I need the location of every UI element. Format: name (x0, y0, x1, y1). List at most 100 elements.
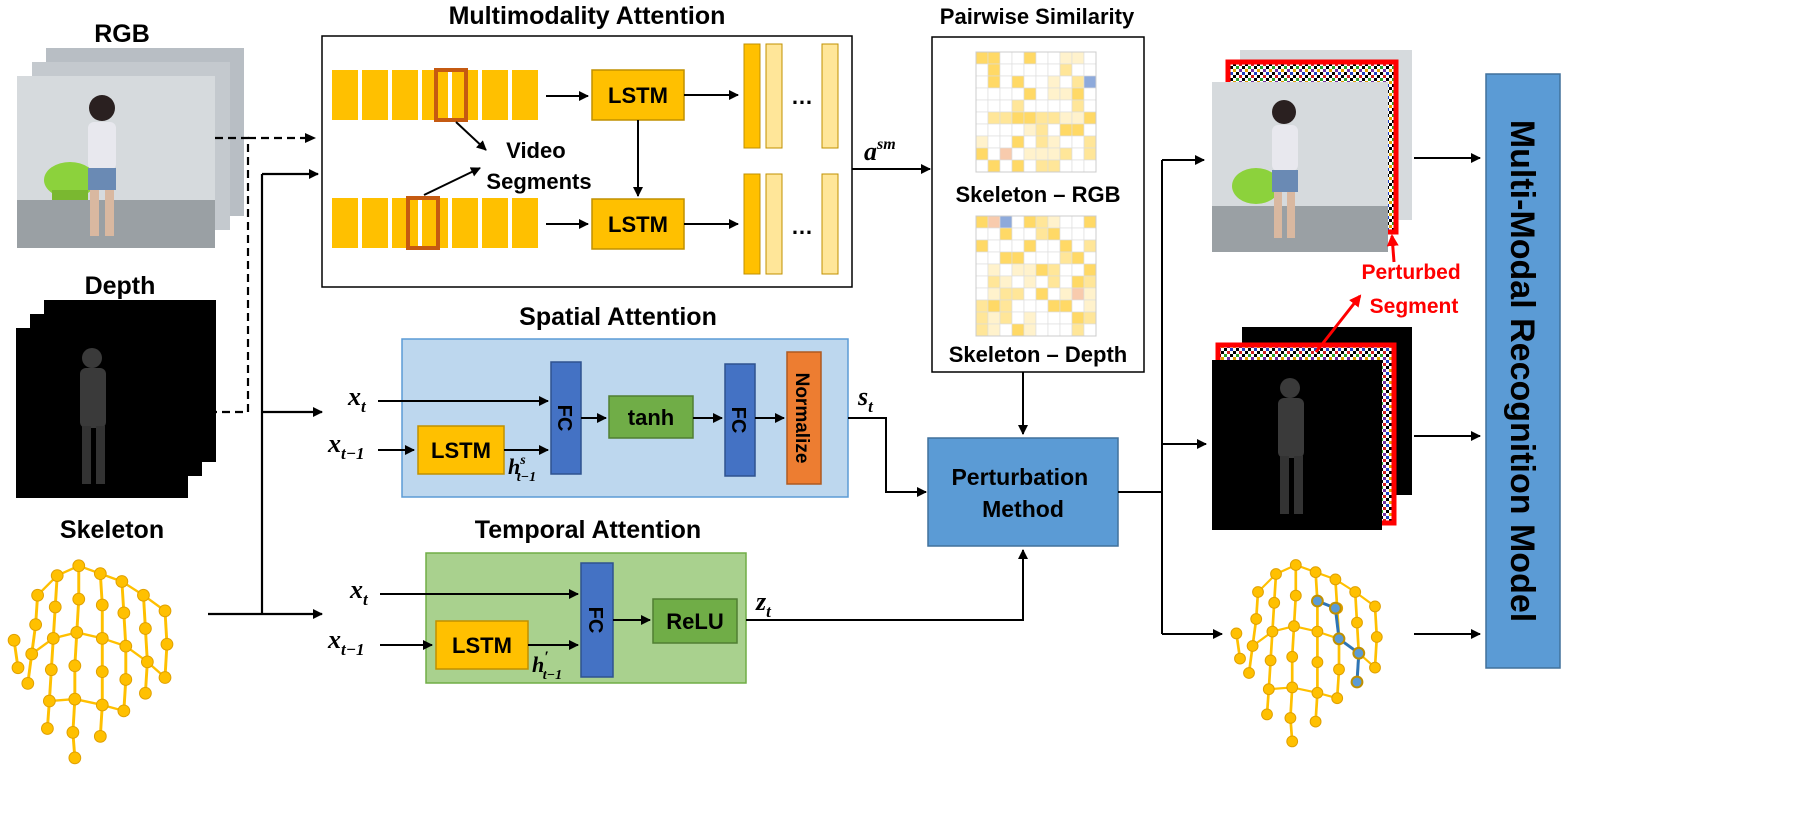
similarity-cell (1047, 63, 1061, 77)
similarity-cell (1083, 251, 1097, 265)
similarity-cell (1047, 123, 1061, 137)
similarity-cell (1059, 311, 1073, 325)
skeleton-joint (1288, 620, 1300, 633)
similarity-cell (1035, 111, 1049, 125)
similarity-cell (1083, 311, 1097, 325)
highlighted-segment-bottom (406, 196, 440, 250)
similarity-cell (1023, 159, 1037, 173)
similarity-cell (1035, 123, 1049, 137)
similarity-cell (987, 311, 1001, 325)
perturbed-rgb-frame-front (1212, 82, 1388, 252)
skeleton-rgb-label: Skeleton – RGB (955, 182, 1120, 207)
similarity-cell (1011, 215, 1025, 229)
skeleton-joint (1311, 625, 1324, 638)
similarity-cell (1083, 215, 1097, 229)
similarity-cell (1011, 147, 1025, 161)
similarity-cell (1071, 323, 1085, 337)
segment-top-7 (512, 70, 538, 120)
skeleton-joint (72, 559, 86, 573)
similarity-cell (999, 147, 1013, 161)
similarity-cell (1011, 51, 1025, 65)
similarity-cell (1035, 147, 1049, 161)
similarity-cell (987, 75, 1001, 89)
skeleton-depth-label: Skeleton – Depth (949, 342, 1127, 367)
similarity-cell (975, 123, 989, 137)
skeleton-title: Skeleton (60, 516, 164, 544)
similarity-cell (1071, 239, 1085, 253)
similarity-cell (975, 215, 989, 229)
perturbation-method-box (927, 437, 1119, 547)
similarity-cell (1023, 251, 1037, 265)
skeleton-joint (50, 569, 64, 582)
similarity-cell (1023, 299, 1037, 313)
depth-title: Depth (85, 272, 156, 300)
similarity-cell (1047, 99, 1061, 113)
similarity-cell (1059, 111, 1073, 125)
similarity-cell (1083, 323, 1097, 337)
similarity-cell (975, 99, 989, 113)
skeleton-joint (139, 622, 152, 635)
similarity-cell (1011, 323, 1025, 337)
temporal-lstm-label: LSTM (452, 633, 512, 658)
similarity-cell (987, 63, 1001, 77)
similarity-cell (1035, 63, 1049, 77)
similarity-cell (999, 263, 1013, 277)
segment-bottom-5 (452, 198, 478, 248)
skeleton-joint (1270, 568, 1282, 580)
perturbed-joint (1352, 646, 1366, 660)
similarity-cell (1011, 263, 1025, 277)
perturbed-joint (1350, 675, 1364, 689)
similarity-cell (987, 287, 1001, 301)
similarity-cell (1023, 215, 1037, 229)
similarity-cell (1023, 239, 1037, 253)
s-t-label: st (857, 382, 874, 416)
skeleton-joint (11, 661, 25, 675)
similarity-cell (987, 239, 1001, 253)
skeleton-joint (1311, 656, 1324, 669)
similarity-cell (1047, 323, 1061, 337)
z-t-to-perturbation-arrow (746, 549, 1028, 621)
lstm-bottom-label: LSTM (608, 212, 668, 237)
similarity-cell (999, 159, 1013, 173)
skeleton-joint (25, 647, 39, 661)
similarity-cell (987, 251, 1001, 265)
similarity-cell (975, 51, 989, 65)
perturbed-joint (1329, 601, 1342, 615)
perturbed-depth-frame-front (1212, 360, 1382, 530)
similarity-cell (999, 111, 1013, 125)
temporal-relu-label: ReLU (666, 609, 723, 634)
skeleton-joint (1262, 683, 1275, 696)
similarity-cell (1047, 111, 1061, 125)
similarity-cell (975, 147, 989, 161)
similarity-cell (1047, 239, 1061, 253)
multimodality-attention-title: Multimodality Attention (449, 2, 726, 30)
skeleton-joint (158, 604, 172, 618)
similarity-cell (1035, 87, 1049, 101)
similarity-cell (1047, 75, 1061, 89)
skeleton-joint (137, 588, 150, 602)
similarity-cell (1059, 147, 1073, 161)
similarity-cell (1035, 75, 1049, 89)
skeleton-joint (158, 671, 172, 684)
depth-frame-front (16, 328, 188, 498)
similarity-cell (1023, 287, 1037, 301)
segment-bottom-4 (422, 198, 448, 248)
perturbed-joint (1311, 594, 1324, 608)
similarity-cell (1083, 123, 1097, 137)
similarity-grid-border (975, 215, 1097, 337)
similarity-cell (1071, 227, 1085, 241)
spatial-x-t-label: xt (347, 382, 367, 416)
similarity-cell (1023, 275, 1037, 289)
similarity-cell (1011, 111, 1025, 125)
segment-top-3 (392, 70, 418, 120)
similarity-cell (1059, 159, 1073, 173)
similarity-cell (987, 123, 1001, 137)
similarity-matrix-skeleton-rgb (975, 51, 1097, 173)
skeleton-joint (95, 698, 109, 712)
skeleton-joint (29, 618, 43, 631)
similarity-cell (1071, 159, 1085, 173)
similarity-cell (1059, 63, 1073, 77)
temporal-x-prev-label: xt−1 (327, 625, 365, 659)
similarity-cell (1083, 135, 1097, 149)
skeleton-input (7, 559, 174, 765)
